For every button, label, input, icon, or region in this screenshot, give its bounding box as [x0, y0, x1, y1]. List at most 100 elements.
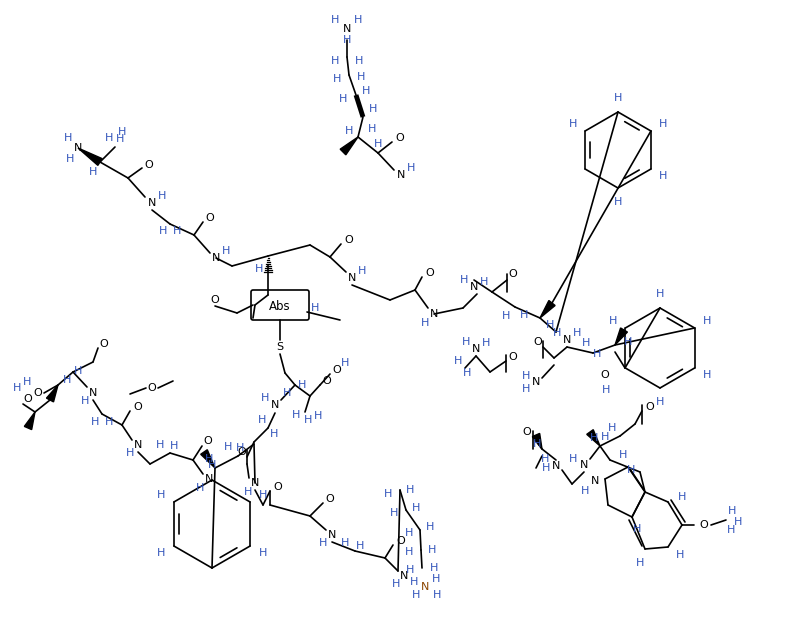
Text: H: H: [703, 370, 711, 380]
Text: H: H: [343, 35, 351, 45]
Text: O: O: [508, 269, 517, 279]
Text: H: H: [356, 541, 364, 551]
Text: H: H: [428, 545, 437, 555]
Text: H: H: [353, 15, 362, 25]
Text: O: O: [601, 370, 609, 380]
Text: H: H: [627, 465, 635, 475]
Text: H: H: [319, 538, 327, 548]
Text: O: O: [425, 268, 434, 278]
Polygon shape: [587, 430, 600, 446]
Text: H: H: [13, 383, 21, 393]
Text: H: H: [412, 590, 420, 600]
Text: N: N: [552, 461, 560, 471]
Text: H: H: [727, 525, 735, 535]
Text: O: O: [700, 520, 709, 530]
Text: H: H: [339, 94, 347, 104]
Text: N: N: [397, 170, 405, 180]
Text: H: H: [157, 489, 165, 499]
Text: O: O: [206, 213, 215, 223]
Text: N: N: [472, 344, 480, 354]
Text: N: N: [562, 335, 571, 345]
Text: O: O: [99, 339, 108, 349]
Text: N: N: [399, 571, 408, 581]
Text: H: H: [358, 266, 366, 276]
Text: H: H: [430, 563, 438, 573]
Text: H: H: [292, 410, 300, 420]
Text: H: H: [728, 506, 736, 516]
Text: H: H: [432, 574, 440, 584]
Text: H: H: [590, 433, 598, 443]
Text: O: O: [395, 133, 404, 143]
Text: N: N: [420, 582, 429, 592]
Text: N: N: [73, 143, 82, 153]
Text: N: N: [211, 253, 220, 263]
Text: N: N: [89, 388, 97, 398]
Text: H: H: [601, 432, 609, 442]
Text: H: H: [601, 385, 610, 395]
Text: H: H: [390, 508, 398, 518]
Polygon shape: [78, 148, 102, 165]
Text: H: H: [520, 310, 529, 320]
Text: H: H: [369, 104, 377, 114]
Text: H: H: [659, 171, 667, 181]
Text: H: H: [311, 303, 320, 313]
Text: H: H: [522, 384, 530, 394]
Text: H: H: [426, 522, 434, 532]
Text: H: H: [407, 163, 415, 173]
Text: H: H: [659, 119, 667, 129]
Text: H: H: [64, 133, 72, 143]
Text: H: H: [345, 126, 353, 136]
Text: H: H: [259, 489, 267, 499]
Text: O: O: [326, 494, 334, 504]
Text: H: H: [81, 396, 90, 406]
Text: H: H: [332, 74, 341, 84]
Text: H: H: [541, 463, 550, 473]
Text: O: O: [134, 402, 142, 412]
Text: H: H: [614, 197, 622, 207]
Text: H: H: [156, 440, 164, 450]
Text: H: H: [636, 558, 644, 568]
Text: H: H: [541, 454, 550, 464]
Text: O: O: [34, 388, 43, 398]
Polygon shape: [201, 450, 215, 468]
Text: O: O: [144, 160, 153, 170]
Text: H: H: [454, 356, 462, 366]
Text: N: N: [328, 530, 337, 540]
Text: H: H: [116, 134, 124, 144]
Text: H: H: [255, 264, 263, 274]
Text: O: O: [332, 365, 341, 375]
Text: H: H: [208, 460, 216, 470]
Polygon shape: [47, 385, 58, 402]
Text: H: H: [157, 548, 165, 558]
Text: H: H: [633, 524, 642, 534]
Text: H: H: [619, 450, 627, 460]
Text: H: H: [502, 311, 510, 321]
Text: N: N: [532, 377, 540, 387]
Text: H: H: [331, 56, 339, 66]
Polygon shape: [24, 412, 35, 430]
Text: H: H: [169, 441, 178, 451]
Text: H: H: [374, 139, 383, 149]
Text: H: H: [569, 454, 577, 464]
Text: H: H: [355, 56, 363, 66]
Polygon shape: [540, 301, 555, 318]
Text: H: H: [89, 167, 97, 177]
Text: H: H: [522, 371, 530, 381]
Text: H: H: [553, 328, 561, 338]
Text: N: N: [343, 24, 351, 34]
Text: N: N: [470, 282, 479, 292]
Text: H: H: [675, 550, 684, 560]
Text: H: H: [362, 86, 370, 96]
Polygon shape: [533, 433, 542, 449]
Text: H: H: [224, 442, 232, 452]
Text: H: H: [357, 72, 366, 82]
Text: N: N: [148, 198, 157, 208]
Text: H: H: [282, 388, 291, 398]
Text: H: H: [105, 133, 113, 143]
Text: H: H: [482, 338, 490, 348]
Text: H: H: [244, 487, 252, 497]
Text: H: H: [105, 417, 113, 427]
Text: H: H: [406, 565, 414, 575]
Text: H: H: [624, 337, 632, 347]
Text: H: H: [462, 337, 470, 347]
